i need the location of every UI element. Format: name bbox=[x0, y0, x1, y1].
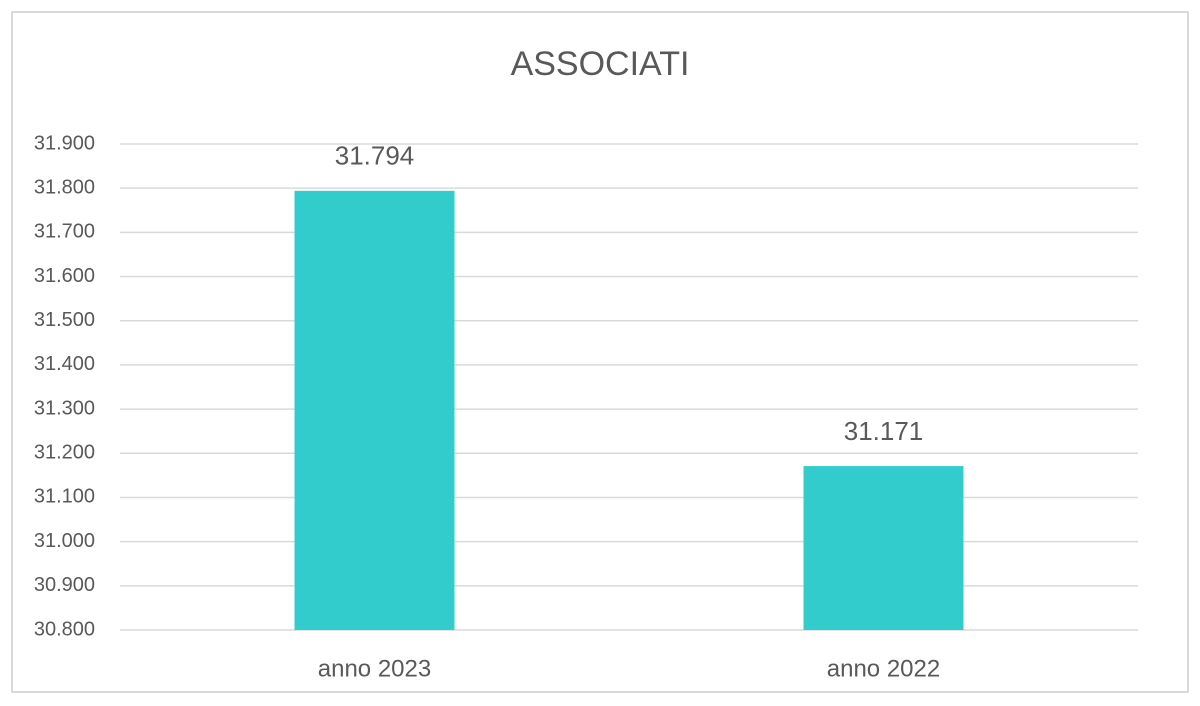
y-tick-label: 31.600 bbox=[34, 265, 95, 287]
y-tick-label: 31.500 bbox=[34, 309, 95, 331]
y-tick-label: 31.100 bbox=[34, 486, 95, 508]
x-tick-label: anno 2023 bbox=[318, 655, 431, 682]
y-tick-label: 30.900 bbox=[34, 574, 95, 596]
chart-title: ASSOCIATI bbox=[511, 45, 690, 83]
y-tick-label: 31.200 bbox=[34, 442, 95, 464]
x-tick-label: anno 2022 bbox=[827, 655, 940, 682]
y-tick-label: 30.800 bbox=[34, 618, 95, 640]
data-label: 31.794 bbox=[335, 141, 415, 171]
y-tick-label: 31.700 bbox=[34, 221, 95, 243]
y-tick-label: 31.400 bbox=[34, 353, 95, 375]
bar bbox=[803, 466, 964, 630]
y-tick-label: 31.900 bbox=[34, 132, 95, 154]
y-tick-label: 31.800 bbox=[34, 176, 95, 198]
chart-border bbox=[11, 11, 1189, 693]
bar bbox=[294, 190, 455, 630]
y-tick-label: 31.300 bbox=[34, 397, 95, 419]
data-label: 31.171 bbox=[844, 416, 924, 446]
y-tick-label: 31.000 bbox=[34, 530, 95, 552]
